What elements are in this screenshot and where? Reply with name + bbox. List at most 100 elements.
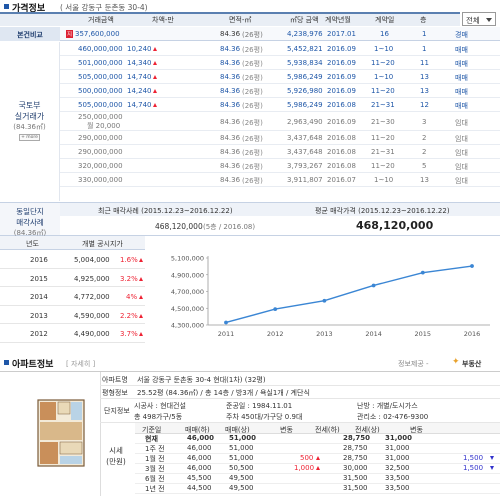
official-header bbox=[0, 236, 145, 250]
market-row bbox=[135, 473, 500, 474]
row-contract-day: 1~10 bbox=[374, 176, 394, 184]
row-contract-day: 21~31 bbox=[371, 101, 395, 109]
arrow-up-icon bbox=[316, 466, 320, 470]
parking: 주차 450대/가구당 0.9대 bbox=[226, 413, 303, 421]
official-row bbox=[0, 306, 145, 324]
row-per-m2: 5,452,821 bbox=[287, 45, 323, 53]
arrow-down-icon bbox=[490, 456, 494, 460]
row-contract-day: 21~31 bbox=[371, 148, 395, 156]
market-jeonse-high: 33,500 bbox=[385, 474, 410, 482]
recent-title: 최근 매각사례 (2015.12.23~2016.12.22) bbox=[98, 207, 233, 215]
official-pct: 4% bbox=[126, 293, 138, 301]
arrow-down-icon bbox=[490, 466, 494, 470]
col-price: 거래금액 bbox=[88, 16, 114, 24]
market-sale-change: 500 bbox=[300, 454, 314, 462]
row-floor: 13 bbox=[420, 176, 429, 184]
row-area-py: (26평) bbox=[242, 149, 263, 157]
row-type[interactable]: 임대 bbox=[455, 177, 468, 185]
row-area-py: (26평) bbox=[242, 74, 263, 82]
row-type[interactable]: 임대 bbox=[455, 149, 468, 157]
row-type[interactable]: 매매 bbox=[455, 74, 468, 82]
row-contract-ym: 2016.09 bbox=[327, 45, 356, 53]
table-row bbox=[60, 112, 500, 131]
row-per-m2: 3,911,807 bbox=[287, 176, 323, 184]
row-type[interactable]: 매매 bbox=[455, 60, 468, 68]
row-type[interactable]: 매매 bbox=[455, 88, 468, 96]
market-sale-low: 46,000 bbox=[187, 434, 215, 442]
market-jeonse-low: 30,000 bbox=[343, 464, 368, 472]
market-row bbox=[135, 463, 500, 464]
row-contract-day: 11~20 bbox=[371, 134, 395, 142]
official-pct: 2.2% bbox=[120, 311, 138, 320]
market-col: 기준일 bbox=[142, 426, 162, 434]
provider-logo-icon: ✦ bbox=[452, 357, 460, 367]
divider bbox=[100, 385, 500, 386]
row-price: 460,000,000 bbox=[78, 45, 123, 53]
row-type[interactable]: 매매 bbox=[455, 102, 468, 110]
row-area-py: (26평) bbox=[242, 60, 263, 68]
market-sale-high: 50,500 bbox=[229, 464, 254, 472]
row-type[interactable]: 임대 bbox=[455, 163, 468, 171]
row-type[interactable]: 임대 bbox=[455, 118, 468, 127]
divider bbox=[100, 398, 500, 399]
table-row bbox=[60, 42, 500, 56]
y-tick-label: 4,500,000 bbox=[171, 305, 204, 313]
row-price: 500,000,000 bbox=[78, 87, 123, 95]
compare-per-m2: 4,238,976 bbox=[287, 30, 323, 38]
market-date: 1년 전 bbox=[145, 485, 165, 493]
row-area: 84.36 bbox=[220, 59, 241, 67]
row-area: 84.36 bbox=[220, 73, 241, 81]
market-sale-low: 44,500 bbox=[187, 484, 212, 492]
official-year: 2016 bbox=[30, 256, 48, 264]
households: 총 498가구/5동 bbox=[134, 413, 183, 421]
completed-date: 준공일 : 1984.11.01 bbox=[226, 402, 293, 410]
market-sale-high: 51,000 bbox=[229, 434, 257, 442]
row-per-m2: 2,963,490 bbox=[287, 117, 323, 126]
row-price: 290,000,000 bbox=[78, 134, 123, 142]
data-point bbox=[371, 283, 376, 288]
market-jeonse-low: 28,750 bbox=[343, 434, 371, 442]
market-jeonse-high: 31,000 bbox=[385, 444, 410, 452]
market-row bbox=[135, 443, 500, 444]
row-area: 84.36 bbox=[220, 176, 241, 184]
section-title: 가격정보 bbox=[12, 4, 46, 14]
col-area: 면적-㎡ bbox=[229, 16, 252, 24]
row-type[interactable]: 임대 bbox=[455, 135, 468, 143]
data-point bbox=[470, 264, 474, 268]
compare-label-cell: 본건비교 bbox=[0, 27, 60, 41]
official-price: 4,490,000 bbox=[74, 330, 110, 338]
type-filter-select[interactable]: 전체 bbox=[462, 12, 496, 26]
row-contract-ym: 2016.08 bbox=[327, 162, 356, 170]
row-contract-ym: 2016.09 bbox=[327, 73, 356, 81]
row-price: 505,000,000 bbox=[78, 73, 123, 81]
col-per-m2: ㎡당 금액 bbox=[290, 16, 319, 24]
more-button[interactable]: + more bbox=[19, 134, 40, 141]
row-price: 501,000,000 bbox=[78, 59, 123, 67]
y-tick-label: 4,700,000 bbox=[171, 288, 204, 296]
official-pct: 3.2% bbox=[120, 274, 138, 283]
market-jeonse-high: 33,500 bbox=[385, 484, 410, 492]
col-contract-day: 계약일 bbox=[375, 16, 395, 24]
row-type[interactable]: 매매 bbox=[455, 46, 468, 54]
data-point bbox=[322, 298, 327, 303]
price-info-header: 가격정보 ( 서울 강동구 둔촌동 30-4) bbox=[0, 0, 500, 14]
molit-label-2: 실거래가 bbox=[14, 112, 45, 121]
apt-detail-link[interactable]: [ 자세히 ] bbox=[66, 360, 96, 368]
compare-area-py: (26평) bbox=[242, 31, 263, 39]
x-tick-label: 2013 bbox=[316, 330, 333, 338]
row-floor: 13 bbox=[420, 87, 429, 95]
market-sale-low: 45,500 bbox=[187, 474, 212, 482]
market-row bbox=[135, 493, 500, 494]
y-tick-label: 5,100,000 bbox=[171, 255, 204, 263]
arrow-up-icon bbox=[153, 47, 157, 51]
row-price: 320,000,000 bbox=[78, 162, 123, 170]
row-contract-day: 11~20 bbox=[371, 162, 395, 170]
chevron-down-icon bbox=[486, 18, 492, 22]
row-area-py: (26평) bbox=[242, 135, 263, 143]
row-contract-ym: 2016.08 bbox=[327, 134, 356, 142]
table-row bbox=[60, 84, 500, 98]
divider bbox=[100, 422, 500, 423]
complex-info-label: 단지정보 bbox=[104, 407, 130, 415]
row-contract-ym: 2016.08 bbox=[327, 101, 356, 109]
row-contract-ym: 2016.09 bbox=[327, 117, 356, 126]
